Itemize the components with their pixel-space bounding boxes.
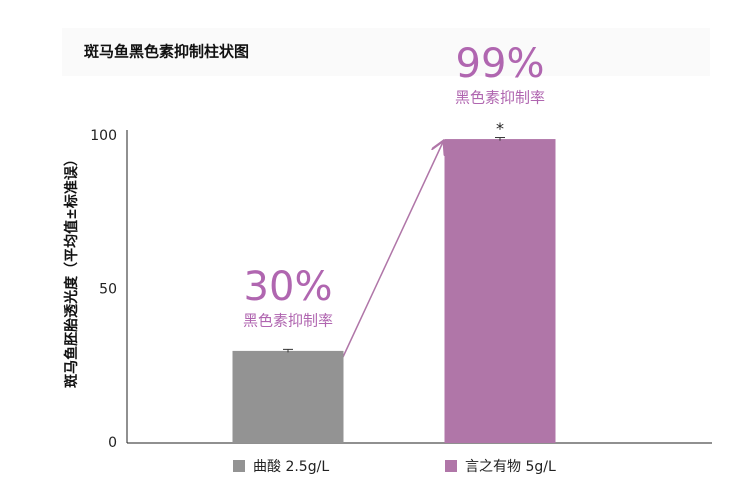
- annotation: 黑色素抑制率: [455, 89, 545, 107]
- chart-title: 斑马鱼黑色素抑制柱状图: [84, 43, 249, 61]
- y-axis-label: 斑马鱼胚胎透光度（平均值±标准误）: [63, 152, 80, 388]
- y-tick-label: 50: [99, 282, 117, 298]
- legend-label: 曲酸 2.5g/L: [253, 459, 329, 475]
- legend-label: 言之有物 5g/L: [465, 459, 556, 475]
- legend-swatch: [445, 460, 457, 472]
- value-label: 30%: [244, 264, 333, 310]
- y-tick-label: 0: [108, 435, 117, 451]
- title-box: [62, 28, 710, 76]
- trend-arrow: [342, 142, 443, 358]
- bar: [444, 139, 556, 443]
- significance-mark: *: [496, 119, 504, 138]
- legend-swatch: [233, 460, 245, 472]
- y-tick-label: 100: [90, 128, 117, 144]
- annotation: 黑色素抑制率: [243, 311, 333, 329]
- bar: [232, 350, 344, 443]
- value-label: 99%: [456, 41, 545, 87]
